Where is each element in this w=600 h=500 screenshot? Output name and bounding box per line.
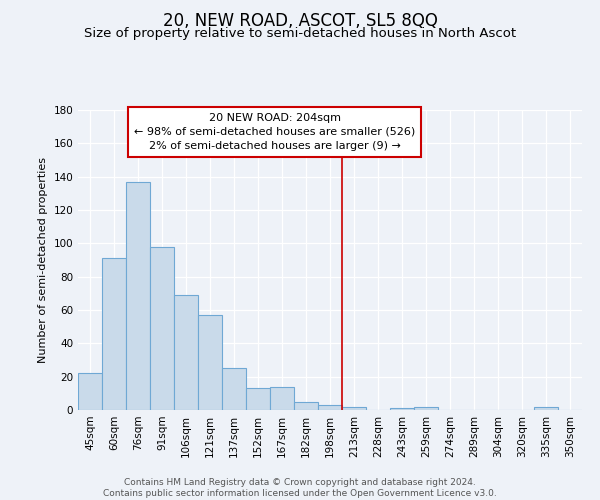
Bar (78, 374, 102, 410)
Bar (414, 406, 438, 410)
Bar (246, 388, 270, 410)
Bar (174, 295, 198, 410)
Text: 20, NEW ROAD, ASCOT, SL5 8QQ: 20, NEW ROAD, ASCOT, SL5 8QQ (163, 12, 437, 30)
Y-axis label: Number of semi-detached properties: Number of semi-detached properties (38, 157, 48, 363)
Bar (534, 406, 558, 410)
Bar (390, 408, 414, 410)
Bar (126, 182, 150, 410)
Bar (270, 386, 294, 410)
Bar (342, 406, 366, 410)
Bar (318, 405, 342, 410)
Bar (102, 258, 126, 410)
Bar (150, 246, 174, 410)
Text: Size of property relative to semi-detached houses in North Ascot: Size of property relative to semi-detach… (84, 28, 516, 40)
Bar (198, 315, 222, 410)
Bar (222, 368, 246, 410)
Bar (294, 402, 318, 410)
Text: 20 NEW ROAD: 204sqm
← 98% of semi-detached houses are smaller (526)
2% of semi-d: 20 NEW ROAD: 204sqm ← 98% of semi-detach… (134, 113, 415, 151)
Text: Contains HM Land Registry data © Crown copyright and database right 2024.
Contai: Contains HM Land Registry data © Crown c… (103, 478, 497, 498)
